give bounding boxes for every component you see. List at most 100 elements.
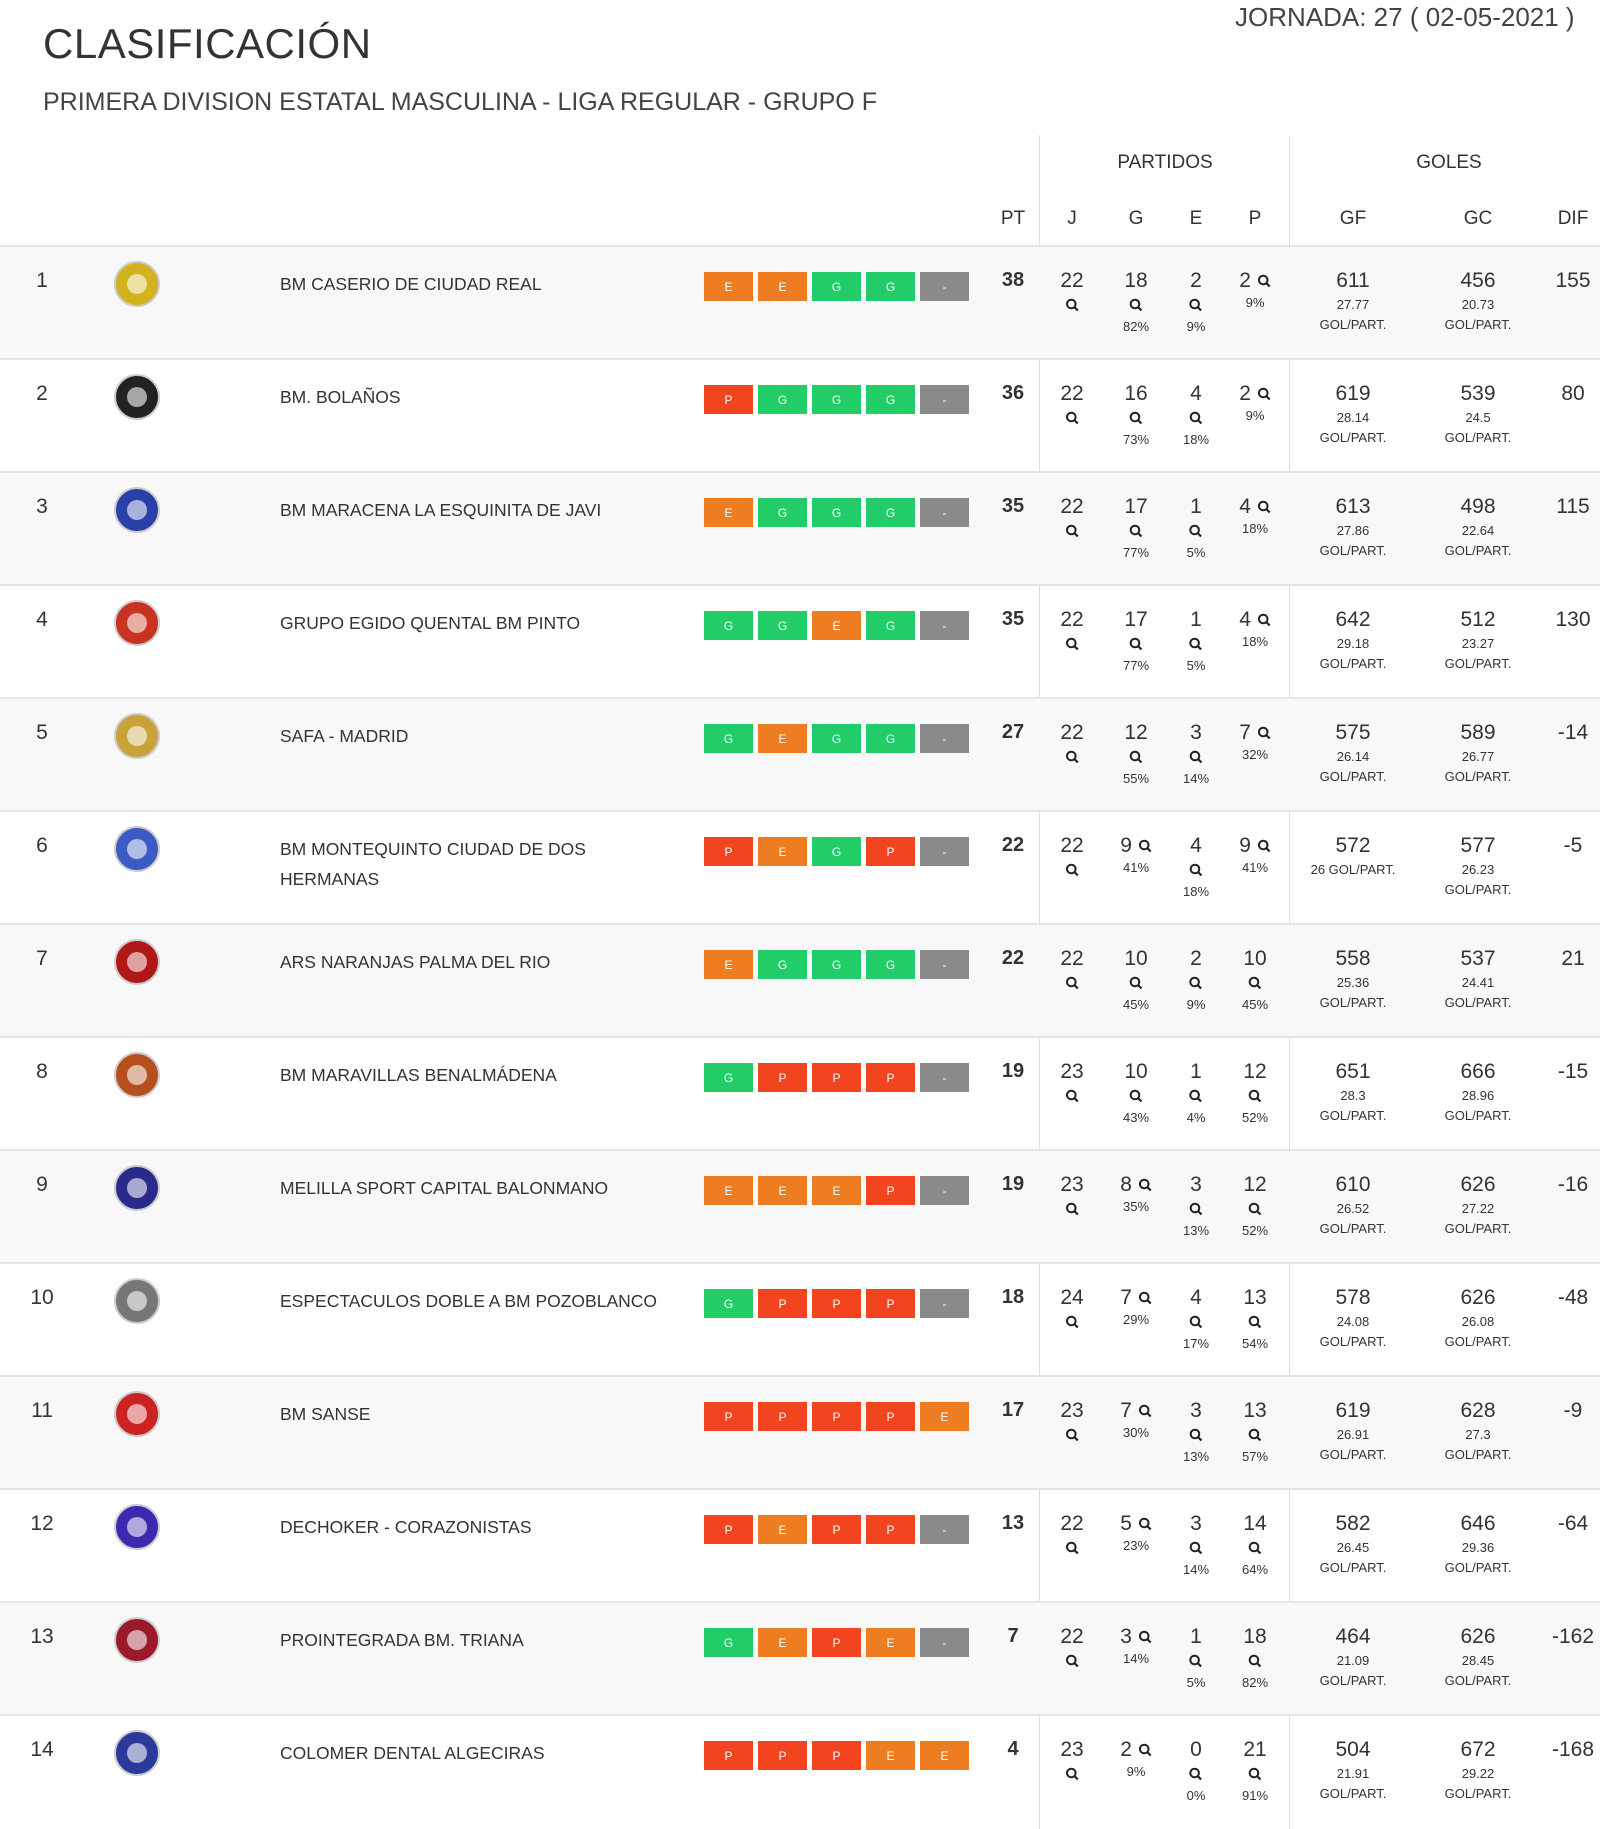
header-gc: GC: [1463, 208, 1493, 229]
magnifier-icon[interactable]: [1189, 524, 1203, 538]
magnifier-icon[interactable]: [1065, 863, 1079, 877]
team-name[interactable]: BM MARACENA LA ESQUINITA DE JAVI: [280, 500, 602, 520]
team-name[interactable]: GRUPO EGIDO QUENTAL BM PINTO: [280, 613, 581, 633]
magnifier-icon[interactable]: [1248, 976, 1262, 990]
magnifier-icon[interactable]: [1189, 750, 1203, 764]
team-name[interactable]: MELILLA SPORT CAPITAL BALONMANO: [280, 1178, 609, 1198]
drawn-percent: 4%: [1186, 1110, 1206, 1125]
magnifier-icon[interactable]: [1138, 839, 1152, 853]
lost: 12 52%: [1241, 1173, 1269, 1238]
form-badge: G: [866, 385, 915, 414]
magnifier-icon[interactable]: [1138, 1291, 1152, 1305]
magnifier-icon[interactable]: [1189, 1428, 1203, 1442]
magnifier-icon[interactable]: [1257, 726, 1271, 740]
goals-for: 464 21.09 GOL/PART.: [1307, 1625, 1399, 1691]
magnifier-icon[interactable]: [1189, 637, 1203, 651]
team-name[interactable]: ARS NARANJAS PALMA DEL RIO: [280, 952, 551, 972]
magnifier-icon[interactable]: [1189, 976, 1203, 990]
magnifier-icon[interactable]: [1065, 1767, 1079, 1781]
magnifier-icon[interactable]: [1138, 1404, 1152, 1418]
team-name[interactable]: ESPECTACULOS DOBLE A BM POZOBLANCO: [280, 1291, 658, 1311]
magnifier-icon[interactable]: [1129, 298, 1143, 312]
magnifier-icon[interactable]: [1257, 274, 1271, 288]
form-badge: P: [866, 1289, 915, 1318]
form-badge: P: [704, 385, 753, 414]
magnifier-icon[interactable]: [1065, 1202, 1079, 1216]
magnifier-icon[interactable]: [1065, 411, 1079, 425]
team-name[interactable]: SAFA - MADRID: [280, 726, 409, 746]
magnifier-icon[interactable]: [1189, 411, 1203, 425]
magnifier-icon[interactable]: [1065, 637, 1079, 651]
magnifier-icon[interactable]: [1248, 1654, 1262, 1668]
goal-difference: -15: [1557, 1060, 1589, 1083]
team-name[interactable]: COLOMER DENTAL ALGECIRAS: [280, 1743, 545, 1763]
form-badge: G: [812, 950, 861, 979]
table-row: 14 COLOMER DENTAL ALGECIRAS P P P E E 4 23 2 9% 0 0…: [0, 1714, 1600, 1827]
magnifier-icon[interactable]: [1189, 1541, 1203, 1555]
magnifier-icon[interactable]: [1129, 524, 1143, 538]
form-badge: P: [704, 1741, 753, 1770]
team-name[interactable]: BM MONTEQUINTO CIUDAD DE DOS HERMANAS: [280, 839, 586, 889]
played: 22: [1060, 1512, 1084, 1560]
goals-for-average: 25.36 GOL/PART.: [1319, 975, 1387, 1010]
magnifier-icon[interactable]: [1065, 1541, 1079, 1555]
magnifier-icon[interactable]: [1138, 1630, 1152, 1644]
played: 22: [1060, 269, 1084, 317]
lost-percent: 9%: [1245, 408, 1265, 423]
team-name[interactable]: BM CASERIO DE CIUDAD REAL: [280, 274, 542, 294]
magnifier-icon[interactable]: [1129, 637, 1143, 651]
magnifier-icon[interactable]: [1257, 839, 1271, 853]
goals-against-average: 29.36 GOL/PART.: [1444, 1540, 1512, 1575]
lost: 4 18%: [1239, 608, 1271, 649]
won: 16 73%: [1122, 382, 1150, 447]
magnifier-icon[interactable]: [1065, 976, 1079, 990]
team-name[interactable]: BM MARAVILLAS BENALMÁDENA: [280, 1065, 557, 1085]
magnifier-icon[interactable]: [1189, 863, 1203, 877]
won-percent: 43%: [1122, 1110, 1150, 1125]
magnifier-icon[interactable]: [1189, 1202, 1203, 1216]
magnifier-icon[interactable]: [1065, 1654, 1079, 1668]
team-name[interactable]: PROINTEGRADA BM. TRIANA: [280, 1630, 524, 1650]
magnifier-icon[interactable]: [1257, 387, 1271, 401]
magnifier-icon[interactable]: [1065, 298, 1079, 312]
magnifier-icon[interactable]: [1189, 1654, 1203, 1668]
magnifier-icon[interactable]: [1138, 1178, 1152, 1192]
team-name[interactable]: BM SANSE: [280, 1404, 371, 1424]
magnifier-icon[interactable]: [1248, 1202, 1262, 1216]
magnifier-icon[interactable]: [1189, 1315, 1203, 1329]
magnifier-icon[interactable]: [1189, 298, 1203, 312]
magnifier-icon[interactable]: [1248, 1089, 1262, 1103]
magnifier-icon[interactable]: [1065, 524, 1079, 538]
magnifier-icon[interactable]: [1129, 750, 1143, 764]
drawn-percent: 5%: [1186, 1675, 1206, 1690]
position: 1: [36, 269, 48, 292]
magnifier-icon[interactable]: [1248, 1767, 1262, 1781]
team-name[interactable]: DECHOKER - CORAZONISTAS: [280, 1517, 532, 1537]
table-row: 4 GRUPO EGIDO QUENTAL BM PINTO G G E G -35 22 17…: [0, 584, 1600, 697]
team-logo: [112, 259, 162, 309]
form-badge: G: [704, 724, 753, 753]
header-gf: GF: [1339, 208, 1367, 229]
magnifier-icon[interactable]: [1129, 976, 1143, 990]
drawn-percent: 9%: [1186, 997, 1206, 1012]
magnifier-icon[interactable]: [1248, 1315, 1262, 1329]
magnifier-icon[interactable]: [1065, 1428, 1079, 1442]
magnifier-icon[interactable]: [1257, 500, 1271, 514]
magnifier-icon[interactable]: [1257, 613, 1271, 627]
magnifier-icon[interactable]: [1138, 1517, 1152, 1531]
magnifier-icon[interactable]: [1248, 1428, 1262, 1442]
position: 8: [36, 1060, 48, 1083]
magnifier-icon[interactable]: [1129, 1089, 1143, 1103]
magnifier-icon[interactable]: [1065, 1089, 1079, 1103]
magnifier-icon[interactable]: [1065, 750, 1079, 764]
magnifier-icon[interactable]: [1248, 1541, 1262, 1555]
magnifier-icon[interactable]: [1189, 1089, 1203, 1103]
magnifier-icon[interactable]: [1129, 411, 1143, 425]
team-name[interactable]: BM. BOLAÑOS: [280, 387, 401, 407]
magnifier-icon[interactable]: [1138, 1743, 1152, 1757]
won: 18 82%: [1122, 269, 1150, 334]
magnifier-icon[interactable]: [1189, 1767, 1203, 1781]
magnifier-icon[interactable]: [1065, 1315, 1079, 1329]
won: 7 29%: [1120, 1286, 1152, 1327]
won-percent: 45%: [1122, 997, 1150, 1012]
